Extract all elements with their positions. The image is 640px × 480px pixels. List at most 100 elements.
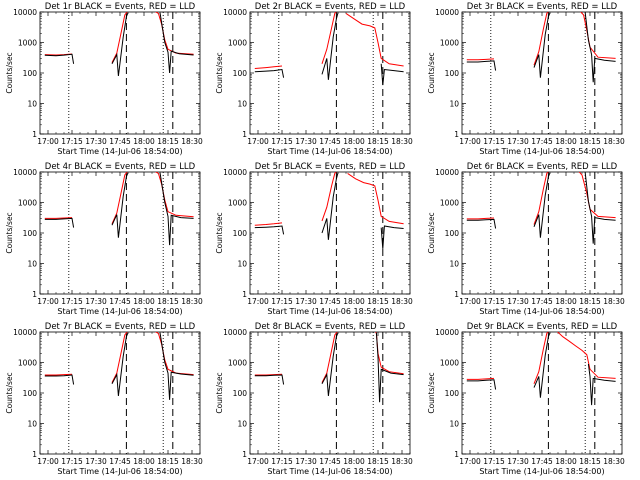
x-tick-label: 18:30 [603,457,625,466]
x-tick-label: 17:45 [531,137,553,146]
x-axis-label: Start Time (14-Jul-06 18:54:00) [267,307,392,316]
y-tick-label: 1000 [18,39,37,48]
x-tick-label: 18:30 [181,137,203,146]
series-line-lld [44,373,73,376]
y-tick-label: 100 [445,389,460,398]
y-tick-label: 1 [242,450,247,459]
y-tick-label: 10 [449,260,459,269]
series-line-events [533,332,551,398]
y-tick-label: 10 [237,260,247,269]
plot-frame [249,11,411,135]
plot-area [254,172,404,294]
x-axis-label: Start Time (14-Jul-06 18:54:00) [267,147,392,156]
x-tick-label: 17:00 [247,457,269,466]
series-line-lld [321,172,337,222]
series-line-lld [533,332,549,384]
series-line-events [159,172,194,246]
x-tick-label: 17:00 [459,297,481,306]
y-tick-label: 10000 [223,328,247,337]
x-tick-label: 17:15 [61,457,83,466]
y-tick-label: 1 [242,290,247,299]
panel-title: Det 9r BLACK = Events, RED = LLD [467,322,618,332]
y-axis-label: Counts/sec [5,372,14,413]
series-line-lld [557,332,616,379]
panel-title: Det 1r BLACK = Events, RED = LLD [45,2,196,12]
series-line-lld [111,12,128,63]
y-tick-label: 10 [27,260,37,269]
series-line-lld [466,58,495,61]
panel-title: Det 4r BLACK = Events, RED = LLD [45,162,196,172]
y-tick-label: 1 [32,450,37,459]
x-tick-label: 17:45 [109,297,131,306]
x-tick-label: 18:00 [343,137,365,146]
series-line-events [587,363,616,406]
plot-frame [249,171,411,295]
x-axis-label: Start Time (14-Jul-06 18:54:00) [267,467,392,476]
series-line-events [321,12,339,80]
x-tick-label: 17:30 [295,137,317,146]
chart-panel-9: Det 9r BLACK = Events, RED = LLD 1 10 100 10… [427,322,625,476]
panel-title: Det 6r BLACK = Events, RED = LLD [467,162,618,172]
y-tick-label: 1 [32,290,37,299]
x-tick-label: 17:00 [37,137,59,146]
x-tick-label: 18:15 [579,457,601,466]
y-tick-label: 1000 [440,39,459,48]
y-tick-label: 10000 [13,328,37,337]
chart-panel-7: Det 7r BLACK = Events, RED = LLD 1 10 100 10… [5,322,203,476]
x-tick-label: 18:30 [603,137,625,146]
series-line-lld [533,12,549,66]
x-tick-label: 17:45 [319,297,341,306]
x-tick-label: 17:30 [85,137,107,146]
x-tick-label: 18:00 [555,137,577,146]
x-tick-label: 17:30 [85,297,107,306]
y-tick-label: 100 [23,389,38,398]
series-line-lld [345,12,404,67]
x-tick-label: 17:15 [271,137,293,146]
y-tick-label: 1000 [18,359,37,368]
y-tick-label: 100 [23,69,38,78]
series-line-lld [111,172,128,225]
x-tick-label: 18:00 [133,137,155,146]
y-tick-label: 10000 [13,168,37,177]
x-tick-label: 18:15 [157,297,179,306]
series-line-lld [374,332,404,375]
y-tick-label: 1 [454,450,459,459]
series-line-events [254,225,285,235]
x-tick-label: 17:00 [247,137,269,146]
series-line-events [111,172,129,238]
x-tick-label: 18:00 [133,297,155,306]
series-line-events [321,332,339,397]
series-line-lld [254,373,283,376]
x-axis-label: Start Time (14-Jul-06 18:54:00) [57,307,182,316]
x-tick-label: 17:30 [507,457,529,466]
series-line-events [466,60,497,71]
y-tick-label: 1 [32,130,37,139]
series-line-events [533,12,551,78]
x-axis-label: Start Time (14-Jul-06 18:54:00) [57,467,182,476]
plot-frame [249,331,411,455]
series-line-events [466,218,497,229]
x-tick-label: 17:00 [247,297,269,306]
x-tick-label: 18:30 [603,297,625,306]
series-line-lld [321,332,338,383]
y-tick-label: 1 [454,130,459,139]
y-tick-label: 1 [242,130,247,139]
x-tick-label: 17:15 [61,297,83,306]
series-line-lld [111,332,128,383]
chart-panel-3: Det 3r BLACK = Events, RED = LLD 1 10 100 10… [427,2,625,156]
series-line-lld [533,172,549,225]
x-axis-label: Start Time (14-Jul-06 18:54:00) [479,467,604,476]
x-tick-label: 17:00 [37,457,59,466]
panel-title: Det 2r BLACK = Events, RED = LLD [255,2,406,12]
panel-title: Det 5r BLACK = Events, RED = LLD [255,162,406,172]
x-axis-label: Start Time (14-Jul-06 18:54:00) [479,147,604,156]
series-line-lld [347,172,404,225]
series-line-events [111,332,129,397]
x-tick-label: 18:30 [181,297,203,306]
series-line-events [584,12,616,83]
series-line-events [44,374,75,385]
x-tick-label: 17:45 [531,457,553,466]
series-line-lld [580,12,616,59]
x-tick-label: 17:30 [507,137,529,146]
